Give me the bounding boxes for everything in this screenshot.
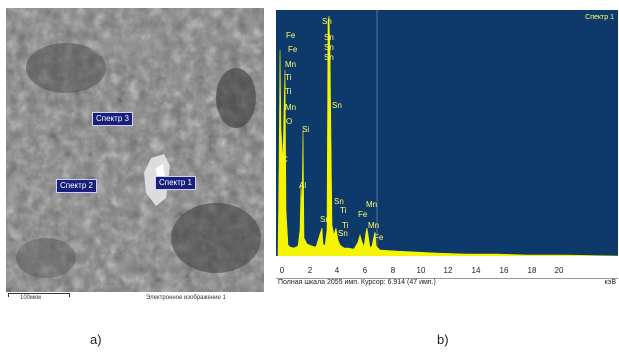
peak-label: Sn <box>324 33 334 42</box>
peak-labels: Sn Sn Sn Sn Fe Fe Mn Ti Ti Mn O Si C Al … <box>282 17 384 242</box>
spectrum-plot <box>277 10 618 256</box>
spectrum-1-label: Спектр 1 <box>155 176 196 190</box>
scale-label: 100мкм <box>20 295 41 301</box>
peak-label: Al <box>299 181 306 190</box>
peak-label: C <box>282 155 288 164</box>
peak-label: Fe <box>286 31 296 40</box>
unit-label: кэВ <box>604 279 616 286</box>
tick-label: 20 <box>554 266 564 275</box>
sem-micrograph <box>6 8 264 292</box>
spectrum-2-label: Спектр 2 <box>56 179 97 193</box>
peak-label: Ti <box>285 87 292 96</box>
tick-label: 8 <box>390 266 396 275</box>
tick-label: 4 <box>334 266 340 275</box>
peak-label: Sn <box>324 43 334 52</box>
caption-b: b) <box>437 332 449 347</box>
peak-label: Ti <box>285 73 292 82</box>
tick-label: 6 <box>362 266 368 275</box>
sem-footer: 100мкм Электронное изображение 1 <box>6 292 264 304</box>
peak-label: Mn <box>368 221 379 230</box>
spectrum-trace <box>277 15 618 256</box>
peak-label: Sn <box>322 17 332 26</box>
peak-label: Ti <box>342 221 349 230</box>
tick-label: 12 <box>443 266 453 275</box>
peak-label: Sn <box>334 197 344 206</box>
peak-label: Mn <box>285 103 296 112</box>
eds-spectrum: Спектр 1 Sn Sn Sn Sn Fe Fe Mn Ti Ti Mn O… <box>276 10 618 256</box>
sem-caption: Электронное изображение 1 <box>146 295 226 301</box>
tick-label: 10 <box>416 266 426 275</box>
peak-label: Fe <box>358 210 368 219</box>
tick-label: 14 <box>471 266 481 275</box>
energy-axis: 0 2 4 6 8 10 12 14 16 18 20 <box>276 256 618 278</box>
caption-a: a) <box>90 332 102 347</box>
peak-label: Mn <box>366 200 377 209</box>
peak-label: Sn <box>338 229 348 238</box>
peak-label: Fe <box>288 45 298 54</box>
peak-label: Sn <box>320 215 330 224</box>
tick-label: 18 <box>527 266 537 275</box>
peak-label: Mn <box>285 60 296 69</box>
peak-label: Fe <box>374 233 384 242</box>
tick-label: 0 <box>279 266 285 275</box>
peak-label: O <box>286 117 292 126</box>
peak-label: Si <box>302 125 309 134</box>
sem-image: Спектр 3 Спектр 2 Спектр 1 <box>6 8 264 292</box>
status-bar: Полная шкала 2055 имп. Курсор: 6.914 (47… <box>276 278 618 292</box>
spectrum-3-label: Спектр 3 <box>92 112 133 126</box>
peak-label: Ti <box>340 206 347 215</box>
peak-label: Sn <box>332 101 342 110</box>
scale-bar <box>8 293 70 297</box>
tick-label: 16 <box>499 266 509 275</box>
spectrum-legend: Спектр 1 <box>585 14 614 21</box>
tick-label: 2 <box>307 266 313 275</box>
status-text: Полная шкала 2055 имп. Курсор: 6.914 (47… <box>278 279 436 286</box>
peak-label: Sn <box>324 53 334 62</box>
